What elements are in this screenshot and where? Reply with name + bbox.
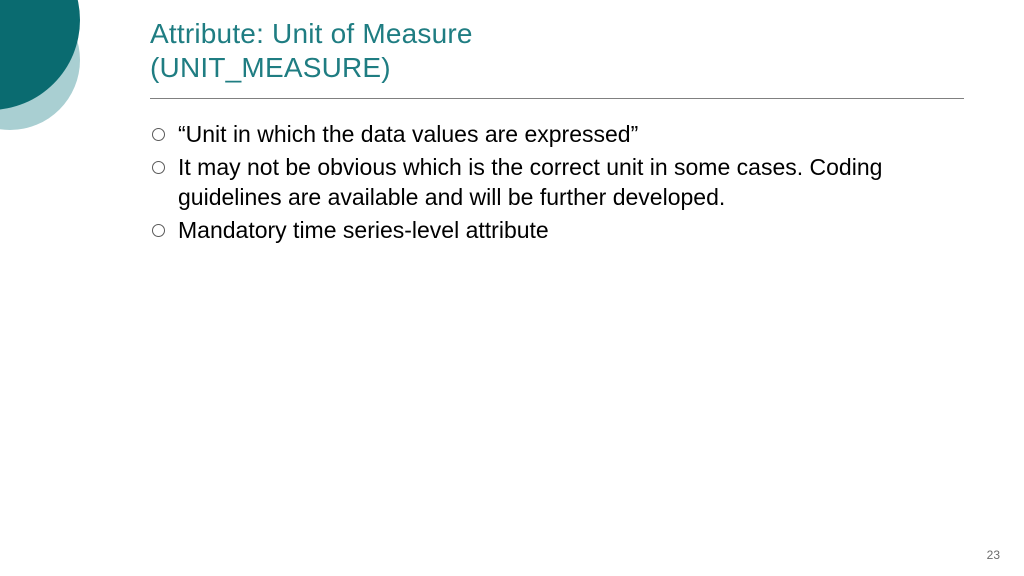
title-line-2: (UNIT_MEASURE) — [150, 52, 964, 84]
bullet-item: It may not be obvious which is the corre… — [150, 153, 964, 212]
slide: Attribute: Unit of Measure (UNIT_MEASURE… — [0, 0, 1024, 576]
title-line-1: Attribute: Unit of Measure — [150, 18, 964, 50]
bullet-list: “Unit in which the data values are expre… — [150, 120, 964, 246]
decor-circle-dark — [0, 0, 80, 110]
page-number: 23 — [987, 548, 1000, 562]
corner-decoration — [0, 0, 120, 160]
bullet-item: “Unit in which the data values are expre… — [150, 120, 964, 149]
decor-circle-light — [0, 0, 80, 130]
title-underline — [150, 98, 964, 99]
body-content: “Unit in which the data values are expre… — [150, 120, 964, 250]
title-block: Attribute: Unit of Measure (UNIT_MEASURE… — [150, 18, 964, 84]
bullet-item: Mandatory time series-level attribute — [150, 216, 964, 245]
